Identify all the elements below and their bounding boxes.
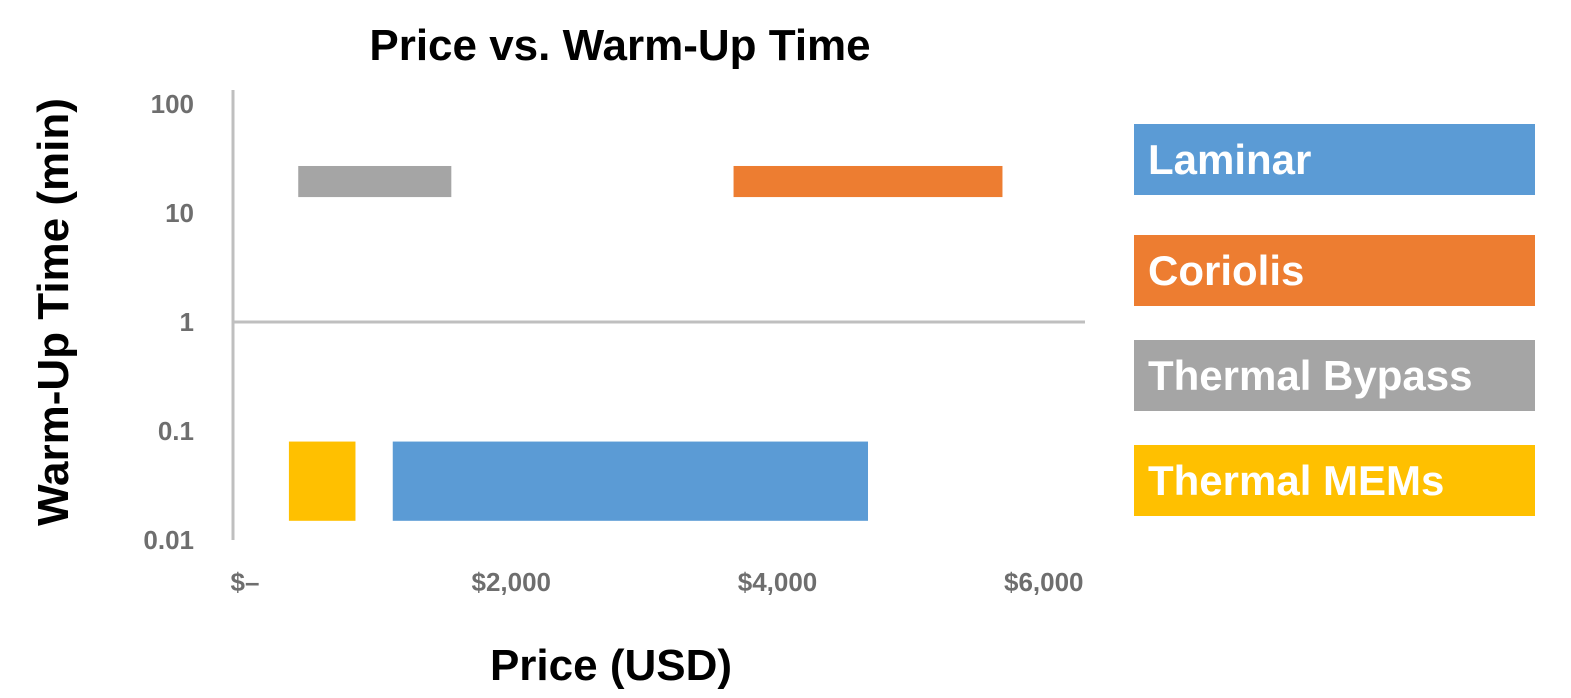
y-tick-label: 1 (180, 307, 194, 337)
bar-coriolis (733, 165, 1003, 198)
range-bars (288, 165, 1003, 521)
x-tick-label: $– (231, 567, 260, 597)
legend-item-laminar: Laminar (1134, 124, 1535, 195)
y-tick-label: 10 (165, 198, 194, 228)
x-tick-label: $2,000 (471, 567, 551, 597)
x-tick-labels: $– $2,000 $4,000 $6,000 (231, 567, 1084, 597)
chart-title: Price vs. Warm-Up Time (369, 21, 870, 70)
bar-laminar (392, 441, 869, 521)
x-tick-label: $6,000 (1004, 567, 1084, 597)
bar-thermal-bypass (298, 165, 452, 198)
legend-label: Coriolis (1148, 246, 1305, 294)
y-tick-labels: 100 10 1 0.1 0.01 (143, 89, 194, 555)
legend-label: Laminar (1148, 135, 1312, 183)
y-axis-title: Warm-Up Time (min) (29, 98, 78, 526)
bar-thermal-mems (288, 441, 356, 521)
y-tick-label: 100 (151, 89, 194, 119)
legend-item-coriolis: Coriolis (1134, 235, 1535, 306)
y-tick-label: 0.1 (158, 416, 194, 446)
legend-label: Thermal MEMs (1148, 456, 1445, 504)
x-axis-title: Price (USD) (490, 641, 732, 690)
legend-label: Thermal Bypass (1148, 351, 1473, 399)
legend-item-thermal-bypass: Thermal Bypass (1134, 340, 1535, 411)
y-tick-label: 0.01 (143, 525, 194, 555)
x-tick-label: $4,000 (738, 567, 818, 597)
legend-item-thermal-mems: Thermal MEMs (1134, 445, 1535, 516)
